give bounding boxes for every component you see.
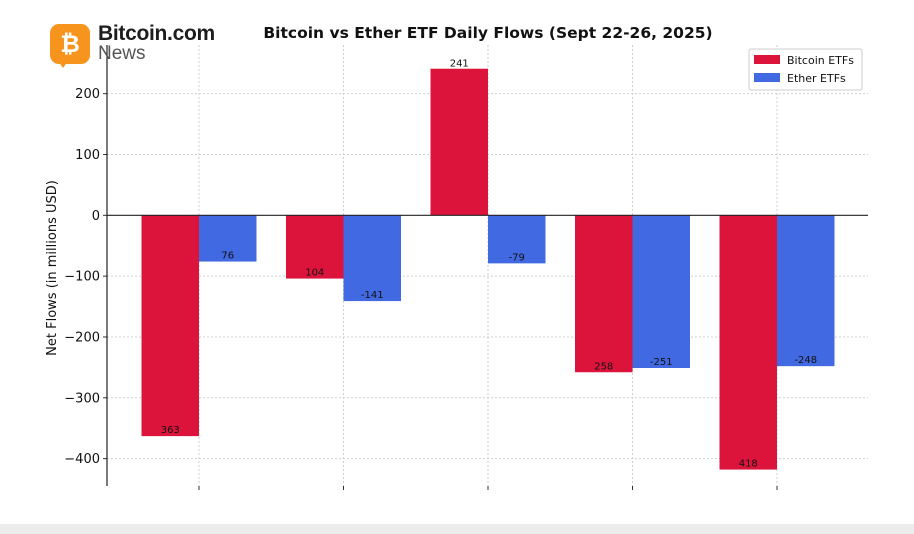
legend-label-ether: Ether ETFs [787, 72, 846, 85]
y-tick-label: −300 [64, 391, 100, 406]
data-label: 241 [450, 59, 469, 70]
data-label: -79 [509, 252, 525, 263]
y-tick-label: −100 [64, 270, 100, 285]
bar-bitcoin [286, 215, 344, 279]
bottom-strip [0, 524, 914, 534]
bars-layer: 363 104 241 258 418 76 -141 -79 -251 -248 [141, 59, 835, 470]
data-label: 258 [594, 361, 613, 372]
data-label: 104 [305, 268, 324, 279]
data-label: -141 [361, 290, 384, 301]
bar-bitcoin [719, 215, 777, 470]
bar-ether [199, 215, 257, 262]
logo-badge [50, 24, 90, 64]
y-axis-label: Net Flows (in millions USD) [45, 180, 60, 356]
bar-ether [777, 215, 835, 367]
legend-swatch-ether [754, 73, 780, 82]
bar-ether [488, 215, 546, 264]
chart-title: Bitcoin vs Ether ETF Daily Flows (Sept 2… [263, 24, 712, 42]
y-tick-label: −400 [64, 452, 100, 467]
y-tick-label: 100 [75, 148, 100, 163]
logo-name: Bitcoin.com [98, 22, 215, 45]
data-label: 76 [221, 251, 234, 262]
bitcoin-icon: ₿ [60, 30, 80, 58]
y-tick-label: 200 [75, 87, 100, 102]
legend: Bitcoin ETFs Ether ETFs [748, 48, 863, 91]
data-label: -248 [794, 355, 817, 366]
bar-bitcoin [141, 215, 199, 437]
bar-bitcoin [575, 215, 633, 373]
legend-swatch-bitcoin [754, 55, 780, 64]
bar-ether [632, 215, 690, 368]
data-label: -251 [650, 357, 673, 368]
bar-bitcoin [430, 68, 488, 216]
axes-layer: 200 100 0 −100 −200 −300 −400 [64, 45, 868, 490]
logo-sub: News [98, 43, 146, 64]
y-tick-label: −200 [64, 330, 100, 345]
data-label: 418 [739, 459, 758, 470]
bar-ether [343, 215, 401, 302]
data-label: 363 [161, 425, 180, 436]
y-tick-label: 0 [92, 209, 100, 224]
legend-label-bitcoin: Bitcoin ETFs [787, 54, 854, 67]
